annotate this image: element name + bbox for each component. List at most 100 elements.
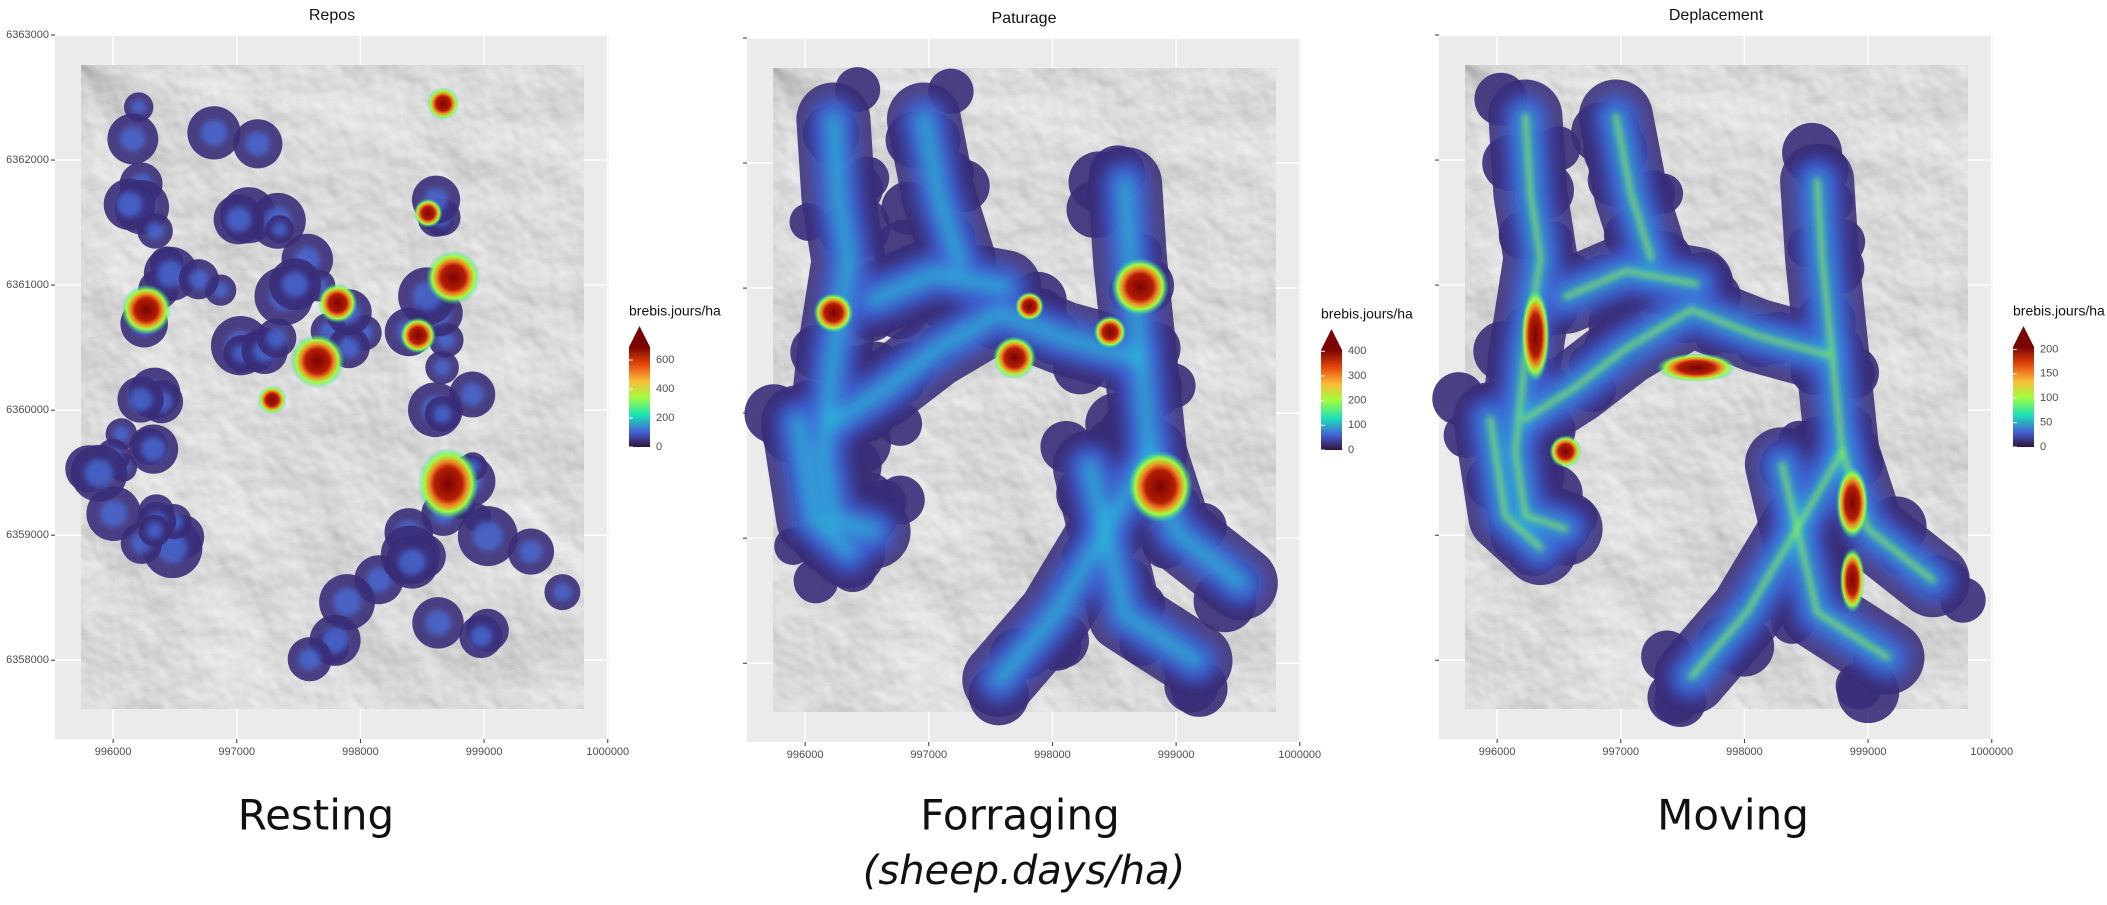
density-blob-core (117, 191, 143, 217)
colorbar-extension (1321, 329, 1342, 350)
figure: 996000 997000 998000 999000 1000000 6358000 63… (0, 0, 2107, 900)
x-tick-label: 1000000 (1278, 749, 1321, 761)
x-tick-label: 1000000 (1970, 746, 2013, 758)
density-blob-core (473, 521, 503, 551)
hotspot (121, 285, 171, 335)
hotspot (414, 199, 443, 228)
y-tick-label: 6358000 (6, 654, 49, 666)
x-tick-label: 996000 (1479, 746, 1516, 758)
density-blob-core (201, 120, 228, 147)
legend-label: 400 (1348, 345, 1366, 357)
colorbar-extension (2013, 326, 2034, 347)
density-blob-core (129, 388, 152, 411)
density-blob-core (553, 583, 571, 601)
legend-label: 200 (656, 412, 674, 424)
legend-title: brebis.jours/ha (2013, 303, 2105, 319)
density-blob-core (434, 359, 451, 376)
legend-label: 300 (1348, 370, 1366, 382)
caption: Forraging (920, 791, 1120, 840)
density-blob-core (100, 500, 127, 527)
density-blob-core (282, 271, 308, 297)
legend-label: 0 (656, 441, 662, 453)
panel-title: Paturage (992, 10, 1057, 27)
legend-title: brebis.jours/ha (629, 303, 721, 319)
panel-title: Deplacement (1669, 7, 1764, 24)
caption: Moving (1657, 791, 1809, 840)
density-blob-core (226, 207, 251, 232)
density-blob-core (131, 100, 146, 115)
density-blob-core (399, 549, 426, 576)
density-blob-core (267, 328, 287, 348)
hotspot (318, 283, 358, 323)
density-blob-core (273, 222, 287, 236)
map (744, 67, 1276, 725)
legend-label: 0 (1348, 444, 1354, 456)
legend-title: brebis.jours/ha (1321, 306, 1413, 322)
x-tick-label: 997000 (910, 749, 947, 761)
density-blob-core (299, 648, 321, 670)
hotspot (814, 293, 854, 333)
y-tick-label: 6359000 (6, 529, 49, 541)
hotspot (1840, 548, 1865, 613)
x-tick-label: 996000 (95, 746, 132, 758)
hotspot (290, 334, 344, 388)
hotspot (993, 336, 1036, 379)
colorbar (1321, 350, 1342, 450)
hotspot (1657, 353, 1736, 382)
legend-label: 400 (656, 383, 674, 395)
x-tick-label: 999000 (1158, 749, 1195, 761)
density-blob-core (470, 626, 492, 648)
legend-label: 600 (656, 354, 674, 366)
density-blob-core (85, 459, 113, 487)
hotspot (258, 385, 287, 414)
legend-label: 150 (2040, 368, 2058, 380)
density-blob-core (146, 523, 162, 539)
y-tick-label: 6361000 (6, 279, 49, 291)
legend-label: 200 (2040, 343, 2058, 355)
hotspot (1521, 289, 1550, 383)
units-note: (sheep.days/ha) (863, 848, 1185, 894)
density-blob-core (333, 588, 361, 616)
hotspot (1015, 292, 1044, 321)
x-tick-label: 998000 (1034, 749, 1071, 761)
hotspot (418, 448, 479, 520)
hotspot (1111, 258, 1169, 316)
hotspot (1094, 316, 1126, 348)
caption: Resting (238, 791, 394, 840)
x-tick-label: 996000 (787, 749, 824, 761)
x-tick-label: 999000 (466, 746, 503, 758)
panel: 996000 997000 998000 999000 1000000 Deplaceme… (1432, 7, 2105, 758)
legend-label: 0 (2040, 441, 2046, 453)
x-tick-label: 1000000 (586, 746, 629, 758)
hotspot (400, 317, 436, 353)
legend-label: 100 (1348, 419, 1366, 431)
x-tick-label: 998000 (342, 746, 379, 758)
y-tick-label: 6363000 (6, 29, 49, 41)
legend-label: 200 (1348, 395, 1366, 407)
colorbar (2013, 347, 2034, 447)
x-tick-label: 999000 (1850, 746, 1887, 758)
hotspot (426, 251, 480, 305)
page: {"panels": [ {"title": "Repos", "caption… (0, 0, 2107, 900)
hotspot (1836, 467, 1868, 539)
legend-label: 100 (2040, 392, 2058, 404)
x-tick-label: 998000 (1726, 746, 1763, 758)
colorbar-extension (629, 326, 650, 347)
map (1432, 65, 1985, 727)
density-blob-core (425, 610, 451, 636)
y-tick-label: 6360000 (6, 404, 49, 416)
legend-label: 50 (2040, 417, 2052, 429)
density-blob-core (120, 126, 145, 151)
panel: 9960009970009980009990001000000635800063… (6, 7, 721, 758)
hotspot (1128, 451, 1193, 523)
x-tick-label: 997000 (1602, 746, 1639, 758)
density-blob-core (246, 132, 271, 157)
density-blob-core (434, 405, 452, 423)
density-blob-core (146, 222, 164, 240)
panel: 996000 997000 998000 999000 1000000 Paturage b… (743, 10, 1413, 761)
density-blob-core (461, 383, 484, 406)
density-blob-core (189, 269, 209, 289)
map (65, 65, 584, 709)
density-blob-core (519, 540, 542, 563)
density-blob-core (141, 437, 166, 462)
